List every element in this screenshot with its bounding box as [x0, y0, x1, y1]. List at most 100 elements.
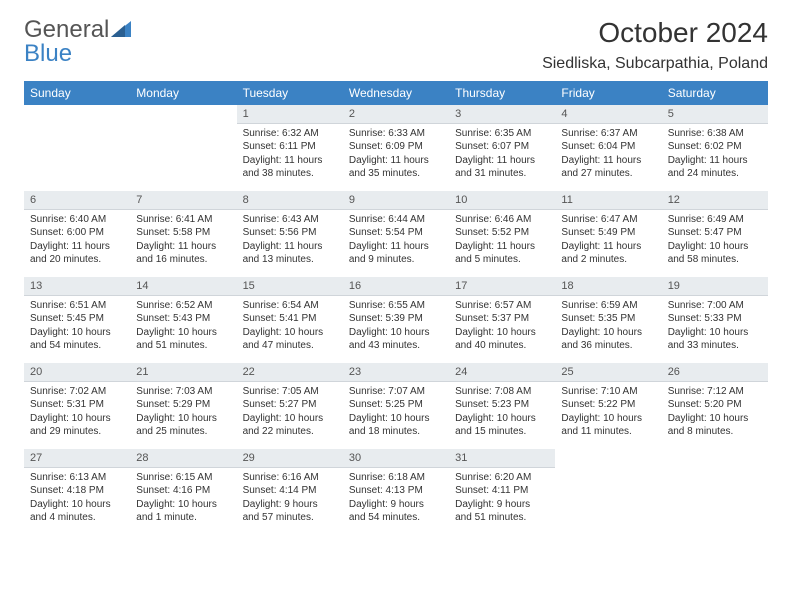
day-body: Sunrise: 7:08 AMSunset: 5:23 PMDaylight:… — [449, 382, 555, 442]
day-number: 11 — [555, 191, 661, 210]
day-header: Thursday — [449, 81, 555, 105]
day-body: Sunrise: 6:41 AMSunset: 5:58 PMDaylight:… — [130, 210, 236, 270]
day-header: Friday — [555, 81, 661, 105]
day-header: Saturday — [662, 81, 768, 105]
calendar-cell: 15Sunrise: 6:54 AMSunset: 5:41 PMDayligh… — [237, 277, 343, 363]
calendar-cell: 23Sunrise: 7:07 AMSunset: 5:25 PMDayligh… — [343, 363, 449, 449]
calendar-cell: 18Sunrise: 6:59 AMSunset: 5:35 PMDayligh… — [555, 277, 661, 363]
day-body: Sunrise: 7:05 AMSunset: 5:27 PMDaylight:… — [237, 382, 343, 442]
calendar-cell — [130, 105, 236, 191]
calendar-cell: 12Sunrise: 6:49 AMSunset: 5:47 PMDayligh… — [662, 191, 768, 277]
month-title: October 2024 — [542, 18, 768, 49]
calendar-cell: 3Sunrise: 6:35 AMSunset: 6:07 PMDaylight… — [449, 105, 555, 191]
day-header-row: SundayMondayTuesdayWednesdayThursdayFrid… — [24, 81, 768, 105]
day-number: 26 — [662, 363, 768, 382]
day-body: Sunrise: 7:07 AMSunset: 5:25 PMDaylight:… — [343, 382, 449, 442]
calendar-table: SundayMondayTuesdayWednesdayThursdayFrid… — [24, 81, 768, 535]
day-number: 8 — [237, 191, 343, 210]
day-number: 25 — [555, 363, 661, 382]
day-number: 1 — [237, 105, 343, 124]
header: General Blue October 2024 Siedliska, Sub… — [24, 18, 768, 73]
calendar-head: SundayMondayTuesdayWednesdayThursdayFrid… — [24, 81, 768, 105]
day-number: 4 — [555, 105, 661, 124]
day-number: 6 — [24, 191, 130, 210]
day-body: Sunrise: 6:40 AMSunset: 6:00 PMDaylight:… — [24, 210, 130, 270]
calendar-cell: 7Sunrise: 6:41 AMSunset: 5:58 PMDaylight… — [130, 191, 236, 277]
calendar-cell: 24Sunrise: 7:08 AMSunset: 5:23 PMDayligh… — [449, 363, 555, 449]
day-body: Sunrise: 6:20 AMSunset: 4:11 PMDaylight:… — [449, 468, 555, 528]
calendar-week: 27Sunrise: 6:13 AMSunset: 4:18 PMDayligh… — [24, 449, 768, 535]
calendar-cell: 9Sunrise: 6:44 AMSunset: 5:54 PMDaylight… — [343, 191, 449, 277]
day-number: 22 — [237, 363, 343, 382]
day-body: Sunrise: 6:57 AMSunset: 5:37 PMDaylight:… — [449, 296, 555, 356]
calendar-cell: 2Sunrise: 6:33 AMSunset: 6:09 PMDaylight… — [343, 105, 449, 191]
day-number: 27 — [24, 449, 130, 468]
calendar-cell — [662, 449, 768, 535]
day-number: 23 — [343, 363, 449, 382]
day-body: Sunrise: 7:03 AMSunset: 5:29 PMDaylight:… — [130, 382, 236, 442]
day-number: 15 — [237, 277, 343, 296]
calendar-week: 1Sunrise: 6:32 AMSunset: 6:11 PMDaylight… — [24, 105, 768, 191]
day-number: 21 — [130, 363, 236, 382]
day-body: Sunrise: 6:16 AMSunset: 4:14 PMDaylight:… — [237, 468, 343, 528]
day-body: Sunrise: 6:37 AMSunset: 6:04 PMDaylight:… — [555, 124, 661, 184]
day-body: Sunrise: 6:54 AMSunset: 5:41 PMDaylight:… — [237, 296, 343, 356]
day-number: 28 — [130, 449, 236, 468]
day-body: Sunrise: 6:38 AMSunset: 6:02 PMDaylight:… — [662, 124, 768, 184]
calendar-cell: 27Sunrise: 6:13 AMSunset: 4:18 PMDayligh… — [24, 449, 130, 535]
day-number: 3 — [449, 105, 555, 124]
day-number: 12 — [662, 191, 768, 210]
day-number: 24 — [449, 363, 555, 382]
calendar-cell — [555, 449, 661, 535]
day-number: 29 — [237, 449, 343, 468]
calendar-cell: 20Sunrise: 7:02 AMSunset: 5:31 PMDayligh… — [24, 363, 130, 449]
logo-text: General Blue — [24, 18, 131, 66]
calendar-cell: 4Sunrise: 6:37 AMSunset: 6:04 PMDaylight… — [555, 105, 661, 191]
calendar-cell: 29Sunrise: 6:16 AMSunset: 4:14 PMDayligh… — [237, 449, 343, 535]
calendar-week: 20Sunrise: 7:02 AMSunset: 5:31 PMDayligh… — [24, 363, 768, 449]
calendar-week: 13Sunrise: 6:51 AMSunset: 5:45 PMDayligh… — [24, 277, 768, 363]
title-block: October 2024 Siedliska, Subcarpathia, Po… — [542, 18, 768, 73]
logo: General Blue — [24, 18, 131, 66]
day-body: Sunrise: 6:51 AMSunset: 5:45 PMDaylight:… — [24, 296, 130, 356]
day-header: Monday — [130, 81, 236, 105]
day-number: 30 — [343, 449, 449, 468]
day-body: Sunrise: 6:13 AMSunset: 4:18 PMDaylight:… — [24, 468, 130, 528]
day-body: Sunrise: 7:02 AMSunset: 5:31 PMDaylight:… — [24, 382, 130, 442]
day-body: Sunrise: 6:52 AMSunset: 5:43 PMDaylight:… — [130, 296, 236, 356]
day-number: 14 — [130, 277, 236, 296]
logo-word-1: General — [24, 16, 109, 43]
day-number: 31 — [449, 449, 555, 468]
day-number: 2 — [343, 105, 449, 124]
day-number: 10 — [449, 191, 555, 210]
calendar-cell: 10Sunrise: 6:46 AMSunset: 5:52 PMDayligh… — [449, 191, 555, 277]
calendar-cell: 25Sunrise: 7:10 AMSunset: 5:22 PMDayligh… — [555, 363, 661, 449]
calendar-cell: 13Sunrise: 6:51 AMSunset: 5:45 PMDayligh… — [24, 277, 130, 363]
calendar-cell: 21Sunrise: 7:03 AMSunset: 5:29 PMDayligh… — [130, 363, 236, 449]
day-body: Sunrise: 6:35 AMSunset: 6:07 PMDaylight:… — [449, 124, 555, 184]
day-body: Sunrise: 6:59 AMSunset: 5:35 PMDaylight:… — [555, 296, 661, 356]
day-header: Tuesday — [237, 81, 343, 105]
day-body: Sunrise: 6:18 AMSunset: 4:13 PMDaylight:… — [343, 468, 449, 528]
day-number: 17 — [449, 277, 555, 296]
calendar-cell: 6Sunrise: 6:40 AMSunset: 6:00 PMDaylight… — [24, 191, 130, 277]
calendar-cell: 17Sunrise: 6:57 AMSunset: 5:37 PMDayligh… — [449, 277, 555, 363]
calendar-cell: 31Sunrise: 6:20 AMSunset: 4:11 PMDayligh… — [449, 449, 555, 535]
calendar-cell: 14Sunrise: 6:52 AMSunset: 5:43 PMDayligh… — [130, 277, 236, 363]
day-body: Sunrise: 6:46 AMSunset: 5:52 PMDaylight:… — [449, 210, 555, 270]
day-body: Sunrise: 7:12 AMSunset: 5:20 PMDaylight:… — [662, 382, 768, 442]
day-body: Sunrise: 6:43 AMSunset: 5:56 PMDaylight:… — [237, 210, 343, 270]
day-body: Sunrise: 6:55 AMSunset: 5:39 PMDaylight:… — [343, 296, 449, 356]
logo-word-2: Blue — [24, 40, 72, 67]
calendar-cell: 30Sunrise: 6:18 AMSunset: 4:13 PMDayligh… — [343, 449, 449, 535]
day-number: 18 — [555, 277, 661, 296]
day-number: 13 — [24, 277, 130, 296]
calendar-cell: 1Sunrise: 6:32 AMSunset: 6:11 PMDaylight… — [237, 105, 343, 191]
day-body: Sunrise: 6:33 AMSunset: 6:09 PMDaylight:… — [343, 124, 449, 184]
day-body: Sunrise: 7:00 AMSunset: 5:33 PMDaylight:… — [662, 296, 768, 356]
day-header: Sunday — [24, 81, 130, 105]
day-body: Sunrise: 6:47 AMSunset: 5:49 PMDaylight:… — [555, 210, 661, 270]
logo-sail-icon — [111, 18, 131, 42]
calendar-cell: 22Sunrise: 7:05 AMSunset: 5:27 PMDayligh… — [237, 363, 343, 449]
day-number: 5 — [662, 105, 768, 124]
